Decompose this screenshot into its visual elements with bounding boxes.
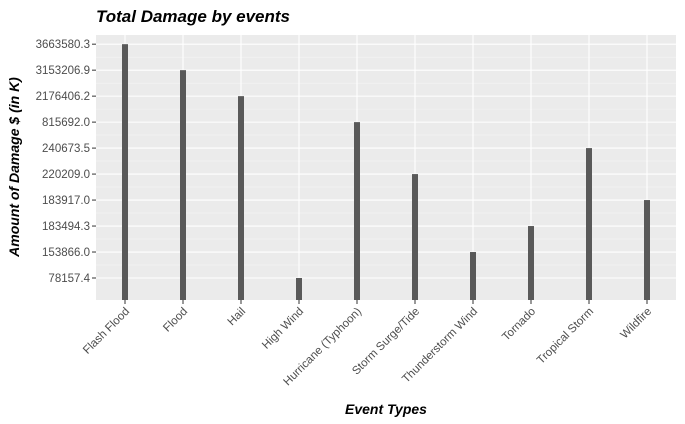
bar xyxy=(238,96,244,300)
x-tick-label: Tropical Storm xyxy=(535,306,596,367)
y-tick-label: 153866.0 xyxy=(42,247,90,259)
x-axis-title: Event Types xyxy=(345,401,427,417)
y-tick-label: 183917.0 xyxy=(42,195,90,207)
x-tick-label: Tornado xyxy=(500,306,538,344)
y-tick-label: 183494.3 xyxy=(42,221,90,233)
bar xyxy=(644,200,650,300)
bar xyxy=(412,174,418,300)
bar xyxy=(528,226,534,300)
x-tick-label: Flood xyxy=(161,306,190,335)
y-tick-label: 220209.0 xyxy=(42,169,90,181)
bar xyxy=(296,278,302,300)
bar xyxy=(122,44,128,301)
x-tick-label: High Wind xyxy=(260,306,306,352)
y-axis-ticks: 78157.4 153866.0 183494.3 183917.0 220209.0 2… xyxy=(36,39,96,285)
y-tick-label: 2176406.2 xyxy=(36,91,90,103)
y-tick-label: 815692.0 xyxy=(42,117,90,129)
bar xyxy=(180,70,186,300)
x-tick-label: Hail xyxy=(226,306,248,328)
y-tick-label: 240673.5 xyxy=(42,143,90,155)
chart-title: Total Damage by events xyxy=(96,7,290,26)
bar xyxy=(470,252,476,300)
y-axis-title: Amount of Damage $ (in K) xyxy=(6,77,22,258)
y-tick-label: 3663580.3 xyxy=(36,39,90,51)
bar xyxy=(354,122,360,300)
y-tick-label: 78157.4 xyxy=(48,273,90,285)
x-tick-label: Wildfire xyxy=(619,306,655,342)
plot-panel xyxy=(96,35,676,300)
bars xyxy=(122,44,650,301)
bar xyxy=(586,148,592,300)
y-tick-label: 3153206.9 xyxy=(36,65,90,77)
x-tick-label: Flash Flood xyxy=(81,306,132,357)
